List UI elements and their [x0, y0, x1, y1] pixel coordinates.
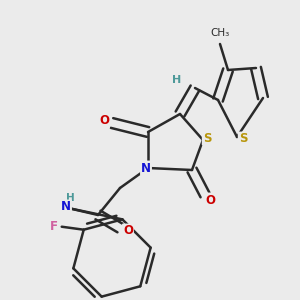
Text: F: F	[50, 220, 58, 233]
Text: N: N	[141, 161, 151, 175]
Text: O: O	[205, 194, 215, 206]
Text: CH₃: CH₃	[210, 28, 230, 38]
Text: S: S	[239, 133, 247, 146]
Text: H: H	[172, 75, 182, 85]
Text: O: O	[99, 115, 109, 128]
Text: H: H	[66, 193, 74, 203]
Text: O: O	[123, 224, 133, 238]
Text: N: N	[61, 200, 71, 214]
Text: S: S	[203, 131, 211, 145]
